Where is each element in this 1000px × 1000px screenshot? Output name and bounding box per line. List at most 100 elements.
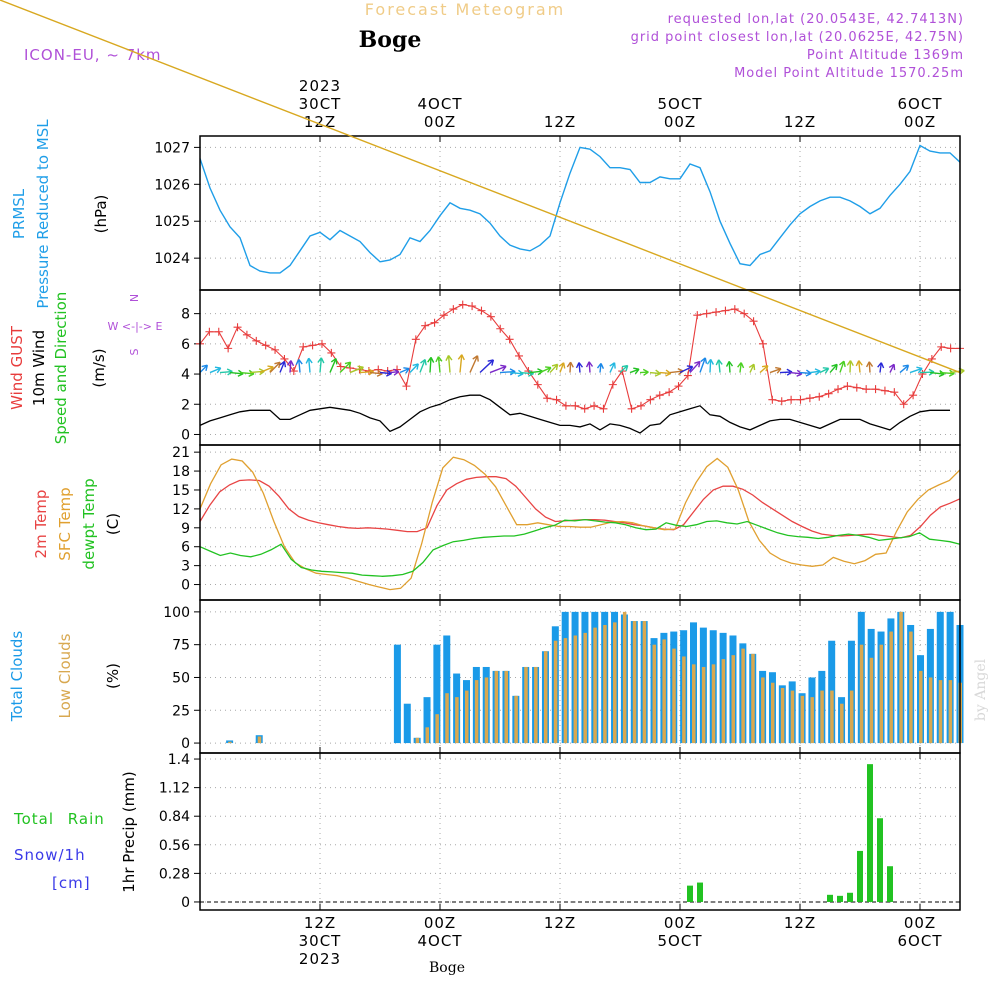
- low-clouds-bar: [652, 644, 657, 744]
- low-clouds-bar: [761, 677, 765, 744]
- wind-arrow-head: [877, 362, 885, 369]
- low-clouds-bar: [662, 639, 666, 744]
- low-clouds-bar: [642, 621, 647, 744]
- total-clouds-bar: [946, 611, 954, 744]
- low-clouds-bar: [425, 727, 430, 744]
- wind-direction-arrow: [739, 362, 742, 373]
- time-axis-label: 4OCT: [418, 932, 463, 950]
- low-clouds-bar: [820, 690, 824, 744]
- low-clouds-bar: [790, 690, 795, 744]
- time-axis-label: 2023: [299, 77, 341, 95]
- time-axis-label: 6OCT: [898, 932, 943, 950]
- precip-unit-label: 1hr Precip (mm): [120, 771, 138, 892]
- wind-direction-arrow: [679, 365, 693, 374]
- wind-arrow-head: [435, 356, 443, 363]
- wind-arrow-head: [775, 366, 782, 374]
- gust-marker: [439, 311, 448, 320]
- precip-bar: [867, 764, 873, 902]
- low-clouds-bar: [543, 651, 548, 744]
- temperature-y-tick-label: 15: [172, 483, 190, 499]
- pressure-panel: 1024 1025 1026 1027: [154, 135, 961, 291]
- gust-marker: [721, 306, 730, 315]
- wind-arrow-head: [201, 364, 209, 372]
- clouds-y-tick-label: 25: [172, 703, 190, 719]
- wind-y-tick-label: 2: [181, 397, 190, 413]
- wind-arrow-head: [330, 358, 338, 365]
- wind-direction-arrow: [599, 363, 602, 373]
- precip-bar: [887, 866, 893, 902]
- pressure-y-tick-label: 1024: [154, 251, 190, 267]
- gust-marker: [712, 308, 721, 317]
- low-clouds-bar: [859, 644, 864, 744]
- low-clouds-bar: [741, 648, 745, 744]
- wind-direction-arrow: [529, 370, 543, 374]
- wind-direction-arrow: [669, 370, 684, 374]
- gust-marker: [918, 370, 927, 379]
- wind-direction-arrow: [929, 371, 945, 375]
- wind-arrow-head: [694, 360, 701, 368]
- wind-direction-arrow: [858, 360, 861, 373]
- wind-direction-arrow: [659, 371, 671, 375]
- precip-bar: [837, 895, 843, 902]
- total-clouds-bar: [443, 635, 451, 744]
- wind-arrow-head: [575, 362, 584, 369]
- gust-marker: [909, 391, 918, 400]
- gust-marker: [608, 380, 617, 389]
- gust-marker: [421, 321, 430, 330]
- gust-marker: [880, 386, 889, 395]
- low-clouds-bar: [830, 690, 834, 744]
- wind-arrow-head: [706, 358, 715, 365]
- low-clouds-bar: [682, 656, 686, 744]
- precip-y-tick-label: 1.4: [168, 752, 190, 768]
- time-axis-label: 00Z: [904, 914, 936, 932]
- wind-direction-arrow: [539, 366, 552, 374]
- wind-y-tick-label: 0: [181, 427, 190, 443]
- time-axis-label: 30CT: [299, 932, 342, 950]
- gust-marker: [411, 335, 420, 344]
- wind-arrow-head: [621, 364, 629, 372]
- low-clouds-bar: [494, 670, 499, 744]
- precip-bar: [847, 892, 853, 902]
- total-clouds-bar: [403, 703, 411, 744]
- dewpt-label: dewpt Temp: [80, 478, 98, 569]
- wind-arrow-head: [403, 367, 410, 374]
- gust-marker: [317, 339, 326, 348]
- wind-direction-arrow: [308, 358, 311, 373]
- wind-y-tick-label: 8: [181, 307, 190, 323]
- wind-direction-arrow: [489, 365, 507, 374]
- wind-direction-arrow: [879, 362, 882, 373]
- gust-marker: [571, 401, 580, 410]
- gust-marker: [777, 397, 786, 406]
- time-axis-label: 12Z: [544, 113, 576, 131]
- wind-arrow-head: [737, 362, 745, 369]
- precip-bar: [877, 818, 883, 902]
- time-axis-label: 30CT: [299, 95, 342, 113]
- gust-marker: [271, 345, 280, 354]
- wind-gust-label: Wind GUST: [8, 325, 26, 410]
- dewpt-line: [199, 518, 961, 577]
- temperature-y-tick-label: 0: [181, 578, 190, 594]
- gust-marker: [665, 388, 674, 397]
- wind-direction-arrow: [289, 360, 292, 373]
- low-clouds-bar: [622, 611, 627, 744]
- product-title: Forecast Meteogram: [365, 0, 565, 19]
- wind-arrow-head: [457, 354, 465, 361]
- low-clouds-bar: [563, 638, 568, 744]
- low-clouds-bar: [711, 664, 716, 744]
- gust-marker: [852, 383, 861, 392]
- wind-arrow-head: [715, 359, 723, 366]
- low-clouds-bar: [701, 666, 706, 744]
- low-clouds-bar: [948, 680, 953, 744]
- gust-marker: [890, 388, 899, 397]
- wind-arrow-head: [357, 365, 364, 373]
- gust-marker: [824, 389, 833, 398]
- compass-south: S: [128, 348, 141, 355]
- low-clouds-bar: [692, 664, 696, 744]
- precip-y-tick-label: 0.28: [159, 866, 190, 882]
- pressure-y-tick-label: 1026: [154, 177, 190, 193]
- wind-direction-arrow: [319, 357, 323, 373]
- wind-direction-arrow: [359, 370, 374, 374]
- temperature-y-tick-label: 3: [181, 559, 190, 575]
- pressure-y-tick-label: 1027: [154, 140, 190, 156]
